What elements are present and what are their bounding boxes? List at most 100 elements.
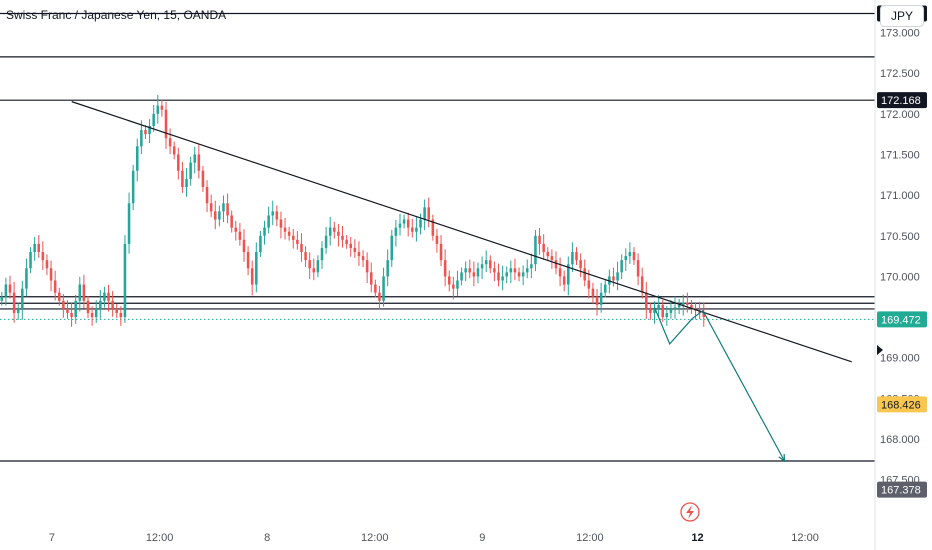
candle bbox=[115, 304, 119, 318]
time-axis-tick-label: 12:00 bbox=[361, 532, 389, 544]
candle bbox=[612, 267, 615, 287]
candle bbox=[456, 270, 459, 297]
candle-body bbox=[25, 268, 28, 289]
candle-body bbox=[452, 284, 455, 289]
candle bbox=[447, 270, 451, 292]
currency-button[interactable]: JPY bbox=[880, 5, 924, 27]
candle-body bbox=[476, 268, 480, 277]
candle-body bbox=[530, 264, 533, 269]
candle-body bbox=[218, 211, 221, 220]
candle-body bbox=[493, 268, 496, 273]
time-axis-ticks[interactable]: 7 12:00 8 12:00 9 12:00 12 12:00 bbox=[49, 532, 819, 544]
candle-body bbox=[645, 292, 648, 309]
candle-body bbox=[263, 227, 266, 236]
candle bbox=[628, 242, 632, 264]
candle-body bbox=[525, 268, 529, 273]
candle-body bbox=[378, 292, 381, 301]
candle bbox=[21, 280, 24, 320]
candle-body bbox=[628, 252, 632, 257]
candle-body bbox=[612, 276, 615, 281]
candle-body bbox=[460, 272, 463, 281]
candle-body bbox=[337, 231, 340, 236]
candle-body bbox=[320, 247, 324, 261]
candle-body bbox=[62, 300, 65, 309]
candle-body bbox=[632, 252, 636, 261]
arrow-right-icon[interactable] bbox=[877, 345, 883, 355]
candle-body bbox=[291, 235, 295, 240]
candle-body bbox=[702, 313, 706, 318]
price-tag-bg bbox=[877, 481, 927, 498]
candle bbox=[279, 211, 283, 239]
candle-body bbox=[447, 276, 451, 285]
candle-body bbox=[119, 313, 123, 318]
candle-body bbox=[677, 304, 681, 308]
candle bbox=[337, 223, 340, 247]
candle bbox=[8, 275, 12, 299]
candle-body bbox=[0, 296, 4, 301]
candle bbox=[246, 246, 250, 276]
candle bbox=[640, 267, 644, 299]
candle-body bbox=[168, 138, 172, 147]
candle bbox=[222, 195, 225, 223]
lightning-icon[interactable] bbox=[680, 502, 700, 522]
price-axis-tick-label: 169.000 bbox=[880, 353, 920, 365]
candle-body bbox=[255, 252, 258, 285]
candle bbox=[599, 282, 603, 313]
candle bbox=[517, 267, 521, 282]
candle bbox=[4, 277, 8, 306]
candle bbox=[86, 295, 90, 318]
time-axis-tick-label: 12:00 bbox=[791, 532, 819, 544]
candle-body bbox=[349, 243, 352, 248]
candle-body bbox=[242, 239, 246, 253]
candle bbox=[353, 239, 357, 258]
price-tag-label: 167.378 bbox=[881, 485, 921, 497]
candle-body bbox=[250, 268, 254, 285]
candle-body bbox=[698, 310, 701, 314]
candle bbox=[435, 228, 439, 253]
candle-body bbox=[185, 178, 188, 187]
horizontal-levels bbox=[0, 12, 875, 462]
candle-body bbox=[300, 243, 303, 253]
candle bbox=[312, 258, 316, 281]
candle bbox=[661, 300, 664, 322]
candle bbox=[185, 168, 188, 197]
price-tag: 168.426 bbox=[877, 396, 927, 413]
candle-body bbox=[690, 304, 693, 309]
candle-body bbox=[213, 211, 217, 220]
candle bbox=[673, 296, 677, 319]
candle bbox=[702, 302, 706, 327]
candle-body bbox=[661, 304, 664, 318]
candle bbox=[579, 253, 582, 278]
candle-body bbox=[484, 260, 488, 265]
candle-body bbox=[443, 260, 447, 277]
candle-body bbox=[374, 284, 377, 293]
candle-body bbox=[328, 227, 332, 236]
price-axis-tick-label: 171.000 bbox=[880, 190, 920, 202]
candle bbox=[107, 284, 110, 312]
candle-body bbox=[497, 272, 500, 281]
candle-body bbox=[534, 235, 537, 265]
candle-body bbox=[546, 252, 550, 257]
candle bbox=[82, 274, 86, 309]
candle bbox=[690, 300, 693, 314]
candle bbox=[497, 263, 500, 287]
candle bbox=[99, 290, 102, 319]
candle-body bbox=[603, 284, 607, 293]
candle bbox=[324, 226, 328, 254]
candle bbox=[333, 221, 336, 239]
price-tag: 167.378 bbox=[877, 481, 927, 498]
price-tag: 169.472 bbox=[877, 311, 927, 328]
candle-body bbox=[550, 256, 554, 261]
candle-body bbox=[357, 252, 361, 257]
candle bbox=[320, 241, 324, 269]
candle bbox=[127, 192, 131, 254]
candle-body bbox=[394, 227, 398, 236]
candle bbox=[645, 281, 648, 319]
candle-body bbox=[324, 235, 328, 248]
candle bbox=[464, 261, 467, 282]
candle bbox=[103, 286, 106, 308]
candle bbox=[505, 266, 508, 284]
candle-body bbox=[558, 268, 562, 277]
candle-body bbox=[464, 268, 467, 273]
